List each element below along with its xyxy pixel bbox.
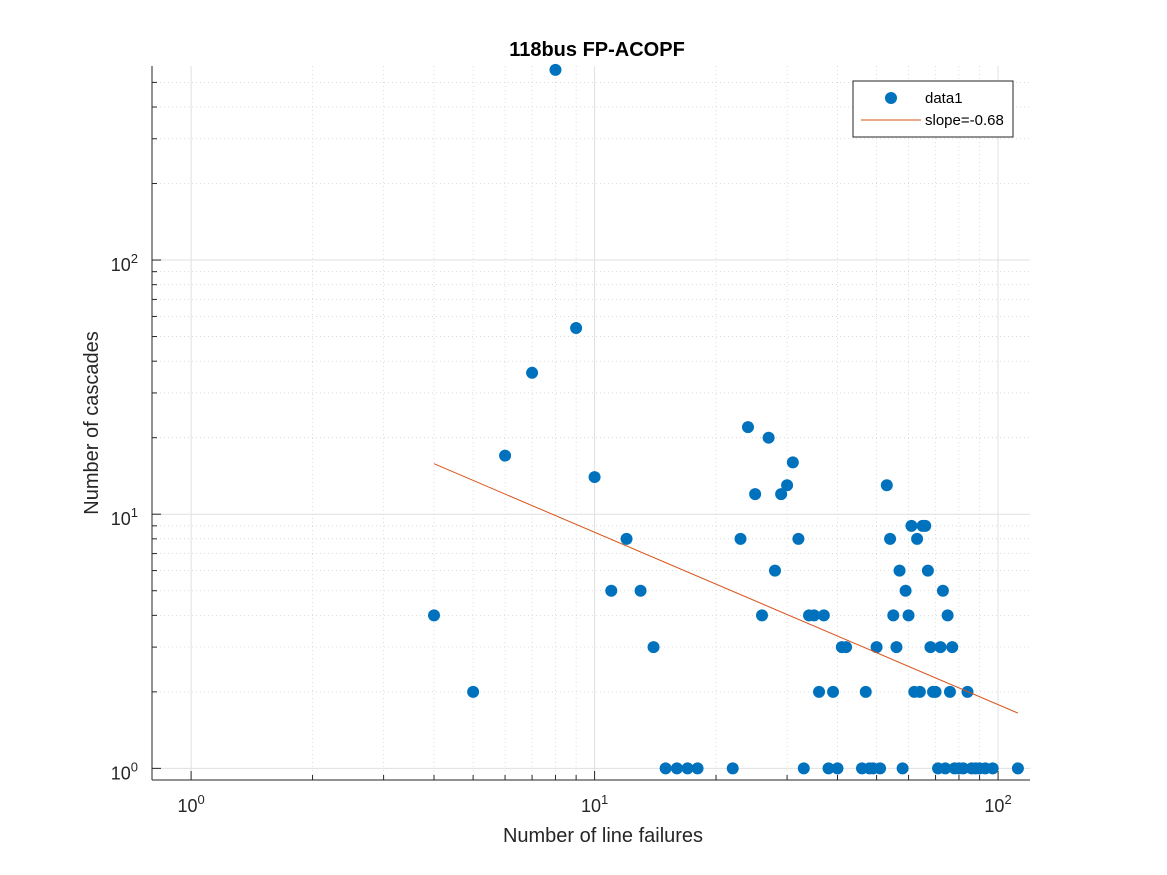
grid [152,66,1030,780]
data-point [905,519,918,532]
data-point [726,762,739,775]
data-point [957,762,970,775]
data-point [870,641,883,654]
x-axis-label: Number of line failures [503,825,703,847]
data-point [880,479,893,492]
data-point [936,584,949,597]
data-point [896,762,909,775]
fit-line [433,463,1019,714]
data-point [859,685,872,698]
data-point [605,584,618,597]
data-point [813,685,826,698]
data-point [899,584,912,597]
data-point [775,488,788,501]
y-tick-label: 100 [111,759,138,783]
data-point [659,762,672,775]
data-point [549,63,562,76]
legend-label-fit: slope=-0.68 [925,112,1004,129]
data-point [634,584,647,597]
data-point [893,564,906,577]
data-point [827,685,840,698]
axes [151,66,1030,781]
plot-background [152,66,1030,780]
data-point [681,762,694,775]
data-point [874,762,887,775]
data-point [792,532,805,545]
y-tick-label: 102 [111,251,138,275]
data-point [913,685,926,698]
data-point [939,762,952,775]
data-point [887,609,900,622]
data-point [986,762,999,775]
x-tick-label: 100 [177,792,204,816]
data-point [831,762,844,775]
data-point [924,641,937,654]
data-point [934,641,947,654]
data-point [741,421,754,434]
y-axis-label: Number of cascades [81,331,103,514]
data-point [570,322,583,335]
x-tick-label: 102 [984,792,1011,816]
data-point [911,532,924,545]
data-point [919,519,932,532]
data-point [756,609,769,622]
tick-labels: 100 101 102 100 101 102 [111,251,1012,816]
data-point [808,609,821,622]
legend-label-data1: data1 [925,90,963,107]
data-point [734,532,747,545]
data-point [786,456,799,469]
data-point [1011,762,1024,775]
data-point [768,564,781,577]
data-point [902,609,915,622]
data-point [647,641,660,654]
data-point [941,609,954,622]
legend-marker-data1 [885,92,897,104]
data-point [526,366,539,379]
data-point [929,685,942,698]
chart-title: 118bus FP-ACOPF [509,39,685,61]
data-point [943,685,956,698]
data-point [840,641,853,654]
data-point [691,762,704,775]
plot-series [428,63,1024,775]
data-point [797,762,810,775]
data-point [620,532,633,545]
data-point [428,609,441,622]
data-point [946,641,959,654]
data-point [781,479,794,492]
data-point [921,564,934,577]
data-point [467,685,480,698]
data-point [822,762,835,775]
data-point [499,449,512,462]
data-point [670,762,683,775]
data-point [762,431,775,444]
x-tick-label: 101 [581,792,608,816]
data-point [890,641,903,654]
data-point [884,532,897,545]
legend-box [852,80,1014,138]
legend: data1 slope=-0.68 [852,80,1014,138]
y-tick-label: 101 [111,505,138,529]
data-point [817,609,830,622]
data-point [588,471,601,484]
data-point [749,488,762,501]
